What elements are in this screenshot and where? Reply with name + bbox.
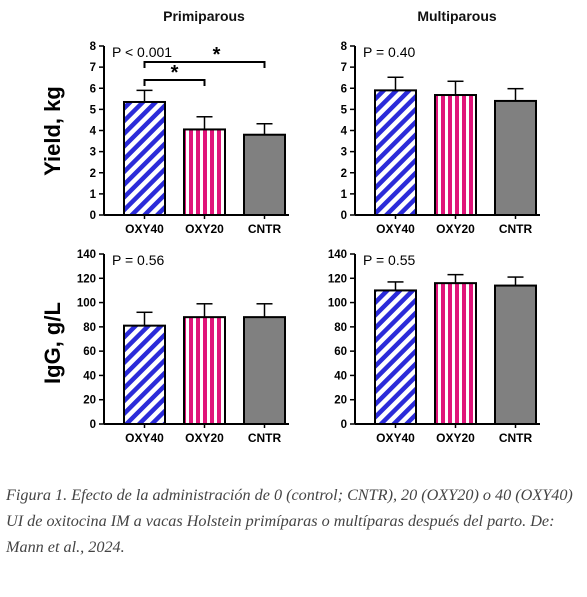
bar-oxy40: [123, 324, 166, 425]
x-tick-label: OXY20: [436, 431, 475, 445]
x-tick-label: CNTR: [499, 431, 533, 445]
y-tick-label: 100: [77, 298, 96, 310]
p-value-annotation: P = 0.40: [363, 44, 416, 60]
significance-star: *: [213, 44, 221, 66]
p-value-annotation: P = 0.55: [363, 252, 416, 268]
bar-cntr: [494, 99, 537, 216]
p-value-annotation: P = 0.56: [112, 252, 165, 268]
y-tick-label: 80: [83, 322, 96, 334]
y-tick-label: 40: [334, 370, 347, 382]
y-tick-label: 7: [341, 62, 347, 74]
bar-oxy20: [183, 316, 226, 425]
y-tick-label: 8: [90, 41, 97, 53]
x-tick-label: CNTR: [248, 222, 282, 236]
y-tick-label: 3: [341, 147, 347, 159]
y-tick-label: 60: [83, 346, 96, 358]
bar-oxy20: [434, 94, 477, 216]
x-tick-label: OXY20: [436, 222, 475, 236]
bar-cntr: [243, 316, 286, 425]
bar-charts-svg: 0 1 2 3 4 5 6 7 8 OXY40 OXY20 CNTR P < 0.001 * * 0 1 2 3 4 5…: [77, 41, 540, 445]
y-tick-label: 1: [341, 189, 348, 201]
y-tick-label: 80: [334, 322, 347, 334]
column-title-multiparous: Multiparous: [417, 8, 497, 24]
y-tick-label: 7: [90, 62, 96, 74]
x-tick-label: OXY40: [125, 222, 164, 236]
y-tick-label: 60: [334, 346, 347, 358]
y-tick-label: 100: [328, 298, 347, 310]
y-tick-label: 0: [341, 419, 347, 431]
chart-figure: Primiparous Multiparous Yield, kg IgG, g…: [40, 8, 540, 445]
y-tick-label: 140: [328, 249, 347, 261]
bar-oxy40: [123, 100, 166, 216]
x-tick-label: OXY40: [376, 431, 415, 445]
y-tick-label: 0: [90, 210, 96, 222]
bar-cntr: [494, 284, 537, 426]
x-tick-label: OXY40: [125, 431, 164, 445]
bar-oxy20: [434, 282, 477, 425]
x-tick-label: OXY20: [185, 222, 224, 236]
x-tick-label: CNTR: [248, 431, 282, 445]
column-title-primiparous: Primiparous: [163, 8, 245, 24]
y-tick-label: 3: [90, 147, 96, 159]
y-tick-label: 0: [90, 419, 96, 431]
y-tick-label: 5: [341, 104, 348, 116]
y-tick-label: 8: [341, 41, 348, 53]
x-tick-label: CNTR: [499, 222, 533, 236]
bar-oxy40: [374, 89, 417, 216]
y-tick-label: 4: [341, 126, 348, 138]
y-tick-label: 120: [77, 273, 96, 285]
p-value-annotation: P < 0.001: [112, 44, 172, 60]
y-tick-label: 40: [83, 370, 96, 382]
bar-cntr: [243, 133, 286, 217]
y-tick-label: 4: [90, 126, 97, 138]
x-tick-label: OXY20: [185, 431, 224, 445]
y-tick-label: 6: [341, 83, 347, 95]
bar-oxy20: [183, 128, 226, 217]
x-tick-label: OXY40: [376, 222, 415, 236]
y-tick-label: 5: [90, 104, 97, 116]
y-tick-label: 2: [90, 168, 96, 180]
bar-oxy40: [374, 289, 417, 425]
significance-star: *: [171, 62, 179, 84]
y-tick-label: 120: [328, 273, 347, 285]
y-tick-label: 0: [341, 210, 347, 222]
figure-caption: Figura 1. Efecto de la administración de…: [6, 486, 573, 556]
y-tick-label: 2: [341, 168, 347, 180]
significance-bracket-oxy40-oxy20: [143, 79, 206, 86]
y-tick-label: 1: [90, 189, 97, 201]
y-tick-label: 140: [77, 249, 96, 261]
y-tick-label: 6: [90, 83, 96, 95]
y-tick-label: 20: [83, 395, 96, 407]
significance-bracket-oxy40-cntr: [143, 61, 266, 68]
y-tick-label: 20: [334, 395, 347, 407]
